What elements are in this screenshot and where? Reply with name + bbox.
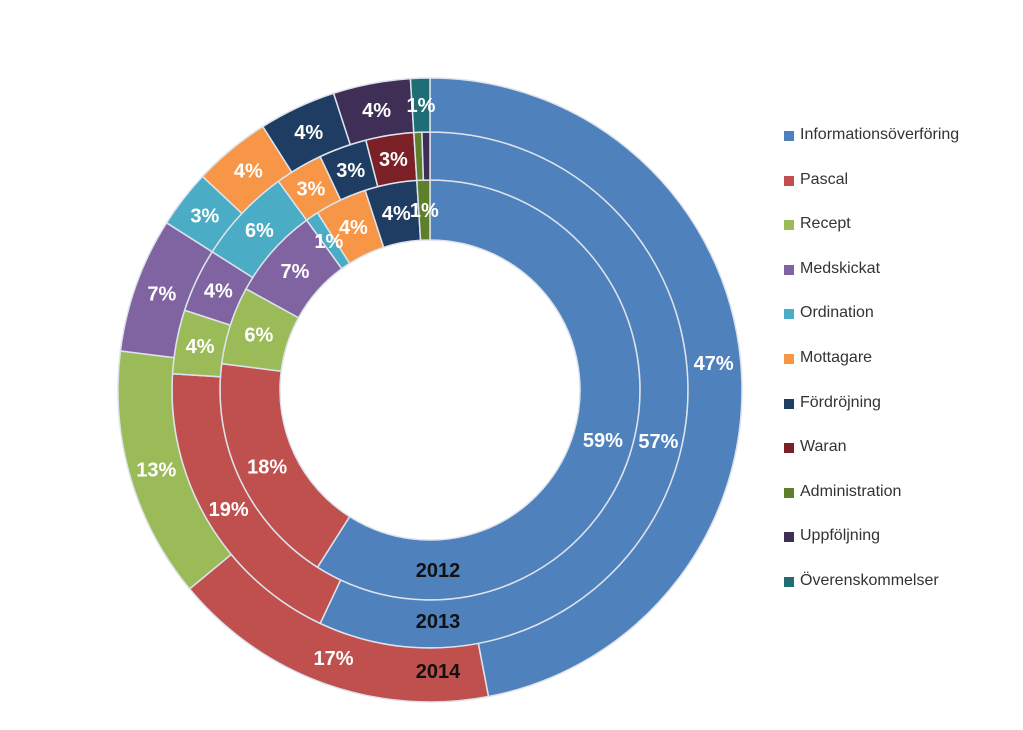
legend-item-administration: Administration <box>784 481 1014 526</box>
legend-swatch <box>784 576 794 587</box>
data-label-2014-informationsoverforing: 47% <box>694 353 734 375</box>
slice-2013-uppfoljning <box>421 131 431 181</box>
legend-item-overenskommelser: Överenskommelser <box>784 570 1014 615</box>
slice-2014-overenskommelser <box>409 77 431 134</box>
legend-swatch <box>784 175 794 186</box>
series-label-2013: 2013 <box>416 611 461 633</box>
data-label-2013-fordrojning: 3% <box>336 160 365 182</box>
legend-label: Överenskommelser <box>800 571 939 589</box>
legend-item-uppfoljning: Uppföljning <box>784 525 1014 570</box>
data-label-2012-fordrojning: 4% <box>382 203 411 225</box>
data-label-2014-medskickat: 7% <box>147 284 176 306</box>
data-label-2014-overenskommelser: 1% <box>407 95 436 117</box>
data-label-2012-ordination: 1% <box>314 231 343 253</box>
legend-swatch <box>784 398 794 409</box>
data-label-2012-mottagare: 4% <box>339 217 368 239</box>
slice-2014-informationsoverforing <box>429 77 743 698</box>
legend-item-recept: Recept <box>784 213 1014 258</box>
legend-label: Waran <box>800 438 847 456</box>
legend-label: Pascal <box>800 170 849 188</box>
legend-swatch <box>784 264 794 275</box>
legend-label: Uppföljning <box>800 527 881 545</box>
data-label-2012-recept: 6% <box>244 324 273 346</box>
legend-swatch <box>784 443 794 454</box>
legend-item-pascal: Pascal <box>784 169 1014 214</box>
legend-label: Ordination <box>800 304 874 322</box>
data-label-2012-informationsoverforing: 59% <box>583 430 623 452</box>
data-label-2013-ordination: 6% <box>245 220 274 242</box>
legend-swatch <box>784 220 794 231</box>
series-label-2014: 2014 <box>416 661 461 683</box>
legend-label: Medskickat <box>800 259 881 277</box>
legend-swatch <box>784 487 794 498</box>
data-label-2012-medskickat: 7% <box>281 261 310 283</box>
legend-item-mottagare: Mottagare <box>784 347 1014 392</box>
legend-swatch <box>784 309 794 320</box>
legend-label: Mottagare <box>800 348 873 366</box>
legend-swatch <box>784 131 794 141</box>
legend-label: Fördröjning <box>800 393 881 411</box>
legend-swatch <box>784 532 794 543</box>
legend-item-ordination: Ordination <box>784 302 1014 347</box>
data-label-2014-uppfoljning: 4% <box>362 100 391 122</box>
data-label-2014-ordination: 3% <box>190 205 219 227</box>
data-label-2012-pascal: 18% <box>247 457 287 479</box>
data-label-2013-mottagare: 3% <box>296 179 325 201</box>
data-label-2014-recept: 13% <box>136 460 176 482</box>
legend-item-medskickat: Medskickat <box>784 258 1014 303</box>
data-label-2012-administration: 1% <box>410 200 439 222</box>
data-label-2014-fordrojning: 4% <box>294 122 323 144</box>
legend-item-informationsoverforing: Informationsöverföring <box>784 124 1014 169</box>
data-label-2013-pascal: 19% <box>209 499 249 521</box>
legend-label: Informationsöverföring <box>800 126 960 143</box>
legend-item-fordrojning: Fördröjning <box>784 392 1014 437</box>
data-label-2014-mottagare: 4% <box>234 160 263 182</box>
data-label-2013-recept: 4% <box>186 336 215 358</box>
legend: Informationsöverföring Pascal Recept Medski… <box>784 124 1014 615</box>
data-label-2013-medskickat: 4% <box>204 280 233 302</box>
legend-item-waran: Waran <box>784 436 1014 481</box>
series-label-2012: 2012 <box>416 560 461 582</box>
legend-swatch <box>784 353 794 364</box>
data-label-2014-pascal: 17% <box>313 648 353 670</box>
legend-label: Recept <box>800 215 851 233</box>
data-label-2013-informationsoverforing: 57% <box>638 431 678 453</box>
legend-label: Administration <box>800 482 902 500</box>
data-label-2013-waran: 3% <box>379 149 408 171</box>
